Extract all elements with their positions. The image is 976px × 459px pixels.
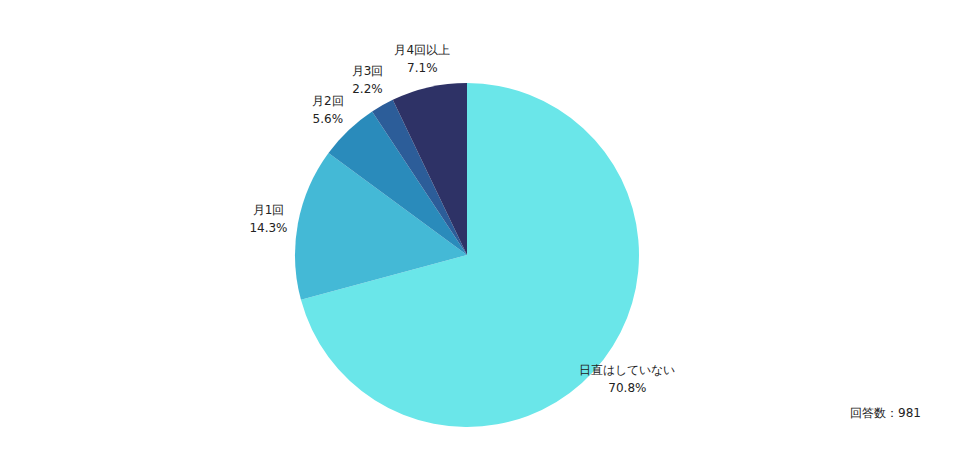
svg-text:月4回以上7.1%: 月4回以上7.1% bbox=[394, 43, 450, 75]
svg-text:日直はしていない70.8%: 日直はしていない70.8% bbox=[579, 363, 675, 395]
svg-text:月3回2.2%: 月3回2.2% bbox=[352, 64, 384, 96]
html-text:回答数：981: 回答数：981 bbox=[850, 406, 921, 420]
svg-text:月1回14.3%: 月1回14.3% bbox=[249, 203, 287, 235]
svg-text:月2回5.6%: 月2回5.6% bbox=[312, 94, 344, 126]
